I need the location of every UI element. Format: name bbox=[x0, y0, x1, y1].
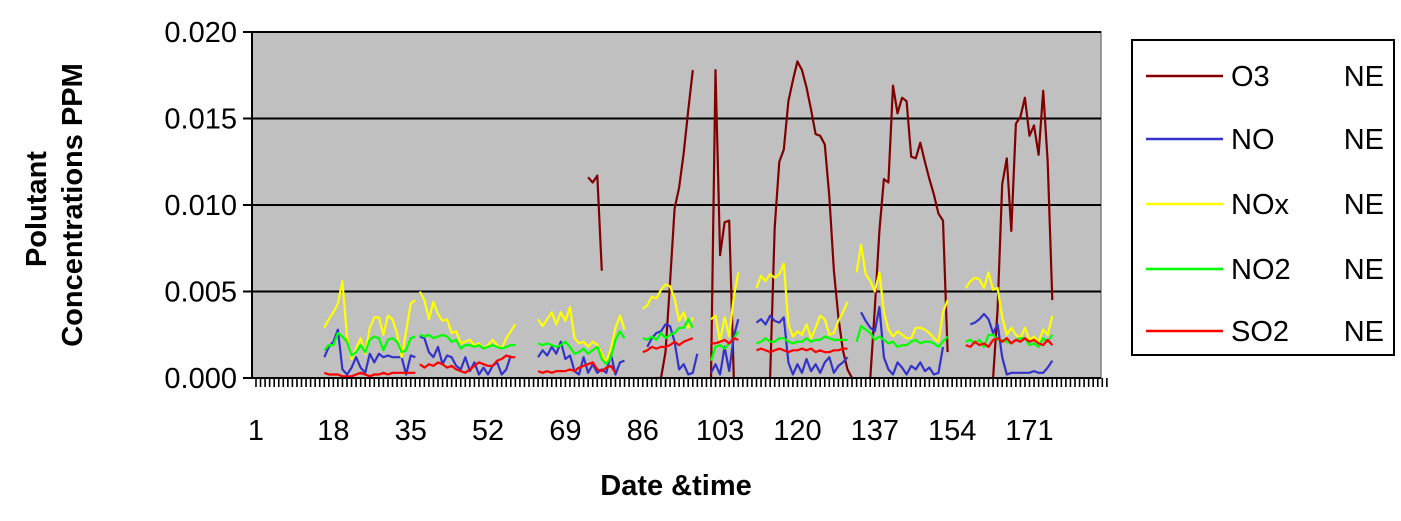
x-tick-label-5: 86 bbox=[627, 415, 659, 447]
series-no2-line-5 bbox=[756, 335, 848, 345]
series-o3-line-0 bbox=[587, 174, 603, 271]
series-so2-line-3 bbox=[642, 337, 694, 354]
series-no2-line-3 bbox=[642, 318, 694, 341]
series-no2-line-1 bbox=[419, 333, 516, 350]
series-so2-line-2 bbox=[537, 361, 617, 374]
series-nox-line-2 bbox=[537, 306, 626, 364]
y-tick-label-1: 0.005 bbox=[164, 277, 237, 309]
series-no2-line-2 bbox=[537, 330, 626, 366]
series-nox-line-4 bbox=[710, 272, 740, 343]
series-nox-line-6 bbox=[855, 243, 949, 343]
series-no2-line-0 bbox=[323, 331, 416, 357]
x-tick-label-4: 69 bbox=[549, 415, 581, 447]
y-tick-label-4: 0.020 bbox=[164, 17, 237, 49]
grid-lines bbox=[252, 31, 1101, 293]
legend-suffix-no: NE bbox=[1344, 124, 1384, 156]
legend-label-no: NO bbox=[1231, 124, 1275, 156]
legend-label-so2: SO2 bbox=[1231, 316, 1289, 348]
series-so2-line-4 bbox=[711, 337, 739, 345]
y-axis-title-line-1: Polutant bbox=[21, 151, 53, 267]
legend: O3 NE NO NE NOx NE NO2 NE SO2 NE bbox=[1146, 61, 1384, 348]
legend-suffix-nox: NE bbox=[1344, 189, 1384, 221]
series-o3-line-3 bbox=[769, 60, 853, 379]
x-tick-label-9: 154 bbox=[928, 415, 976, 447]
series-lines bbox=[323, 60, 1054, 380]
series-no-line-5 bbox=[755, 314, 849, 376]
axes bbox=[243, 31, 1108, 387]
y-tick-labels: 0.000 0.005 0.010 0.015 0.020 bbox=[164, 17, 237, 395]
legend-suffix-no2: NE bbox=[1344, 254, 1384, 286]
y-tick-label-2: 0.010 bbox=[164, 190, 237, 222]
x-tick-label-7: 120 bbox=[773, 415, 821, 447]
legend-label-nox: NOx bbox=[1231, 189, 1290, 221]
y-tick-label-3: 0.015 bbox=[164, 104, 237, 136]
legend-box bbox=[1131, 39, 1395, 356]
series-nox-line-7 bbox=[964, 271, 1054, 343]
x-tick-label-2: 35 bbox=[395, 415, 427, 447]
series-so2-line-5 bbox=[756, 347, 848, 354]
series-o3-line-2 bbox=[709, 68, 735, 379]
legend-suffix-so2: NE bbox=[1344, 316, 1384, 348]
x-tick-labels: 1 18 35 52 69 86 103 120 137 154 171 bbox=[248, 415, 1054, 447]
series-so2-line-1 bbox=[419, 354, 516, 374]
legend-label-o3: O3 bbox=[1231, 61, 1270, 93]
x-tick-label-0: 1 bbox=[248, 415, 264, 447]
series-so2-line-0 bbox=[323, 371, 416, 378]
x-axis-title: Date &time bbox=[600, 470, 752, 502]
series-no-line-7 bbox=[969, 312, 1054, 376]
series-no2-line-7 bbox=[965, 333, 1054, 348]
x-tick-label-1: 18 bbox=[317, 415, 349, 447]
series-no-line-6 bbox=[860, 306, 945, 376]
series-nox-line-3 bbox=[642, 283, 694, 329]
legend-suffix-o3: NE bbox=[1344, 61, 1384, 93]
x-tick-label-6: 103 bbox=[696, 415, 744, 447]
y-tick-label-0: 0.000 bbox=[164, 363, 237, 395]
series-o3-line-4 bbox=[869, 84, 949, 379]
series-o3-line-1 bbox=[656, 69, 694, 380]
y-axis-title-line-2: Concentrations PPM bbox=[57, 63, 89, 347]
series-no2 bbox=[323, 318, 1054, 366]
x-tick-label-3: 52 bbox=[472, 415, 504, 447]
series-nox-line-5 bbox=[755, 262, 849, 340]
series-o3 bbox=[587, 60, 1054, 380]
legend-label-no2: NO2 bbox=[1231, 254, 1291, 286]
series-so2-line-6 bbox=[965, 337, 1054, 348]
series-so2 bbox=[323, 337, 1054, 378]
x-tick-label-8: 137 bbox=[851, 415, 899, 447]
series-no2-line-6 bbox=[855, 325, 949, 348]
series-o3-line-5 bbox=[992, 89, 1054, 379]
y-axis-title: Polutant Concentrations PPM bbox=[21, 63, 89, 347]
series-no-line-0 bbox=[323, 328, 416, 376]
x-tick-label-10: 171 bbox=[1005, 415, 1053, 447]
